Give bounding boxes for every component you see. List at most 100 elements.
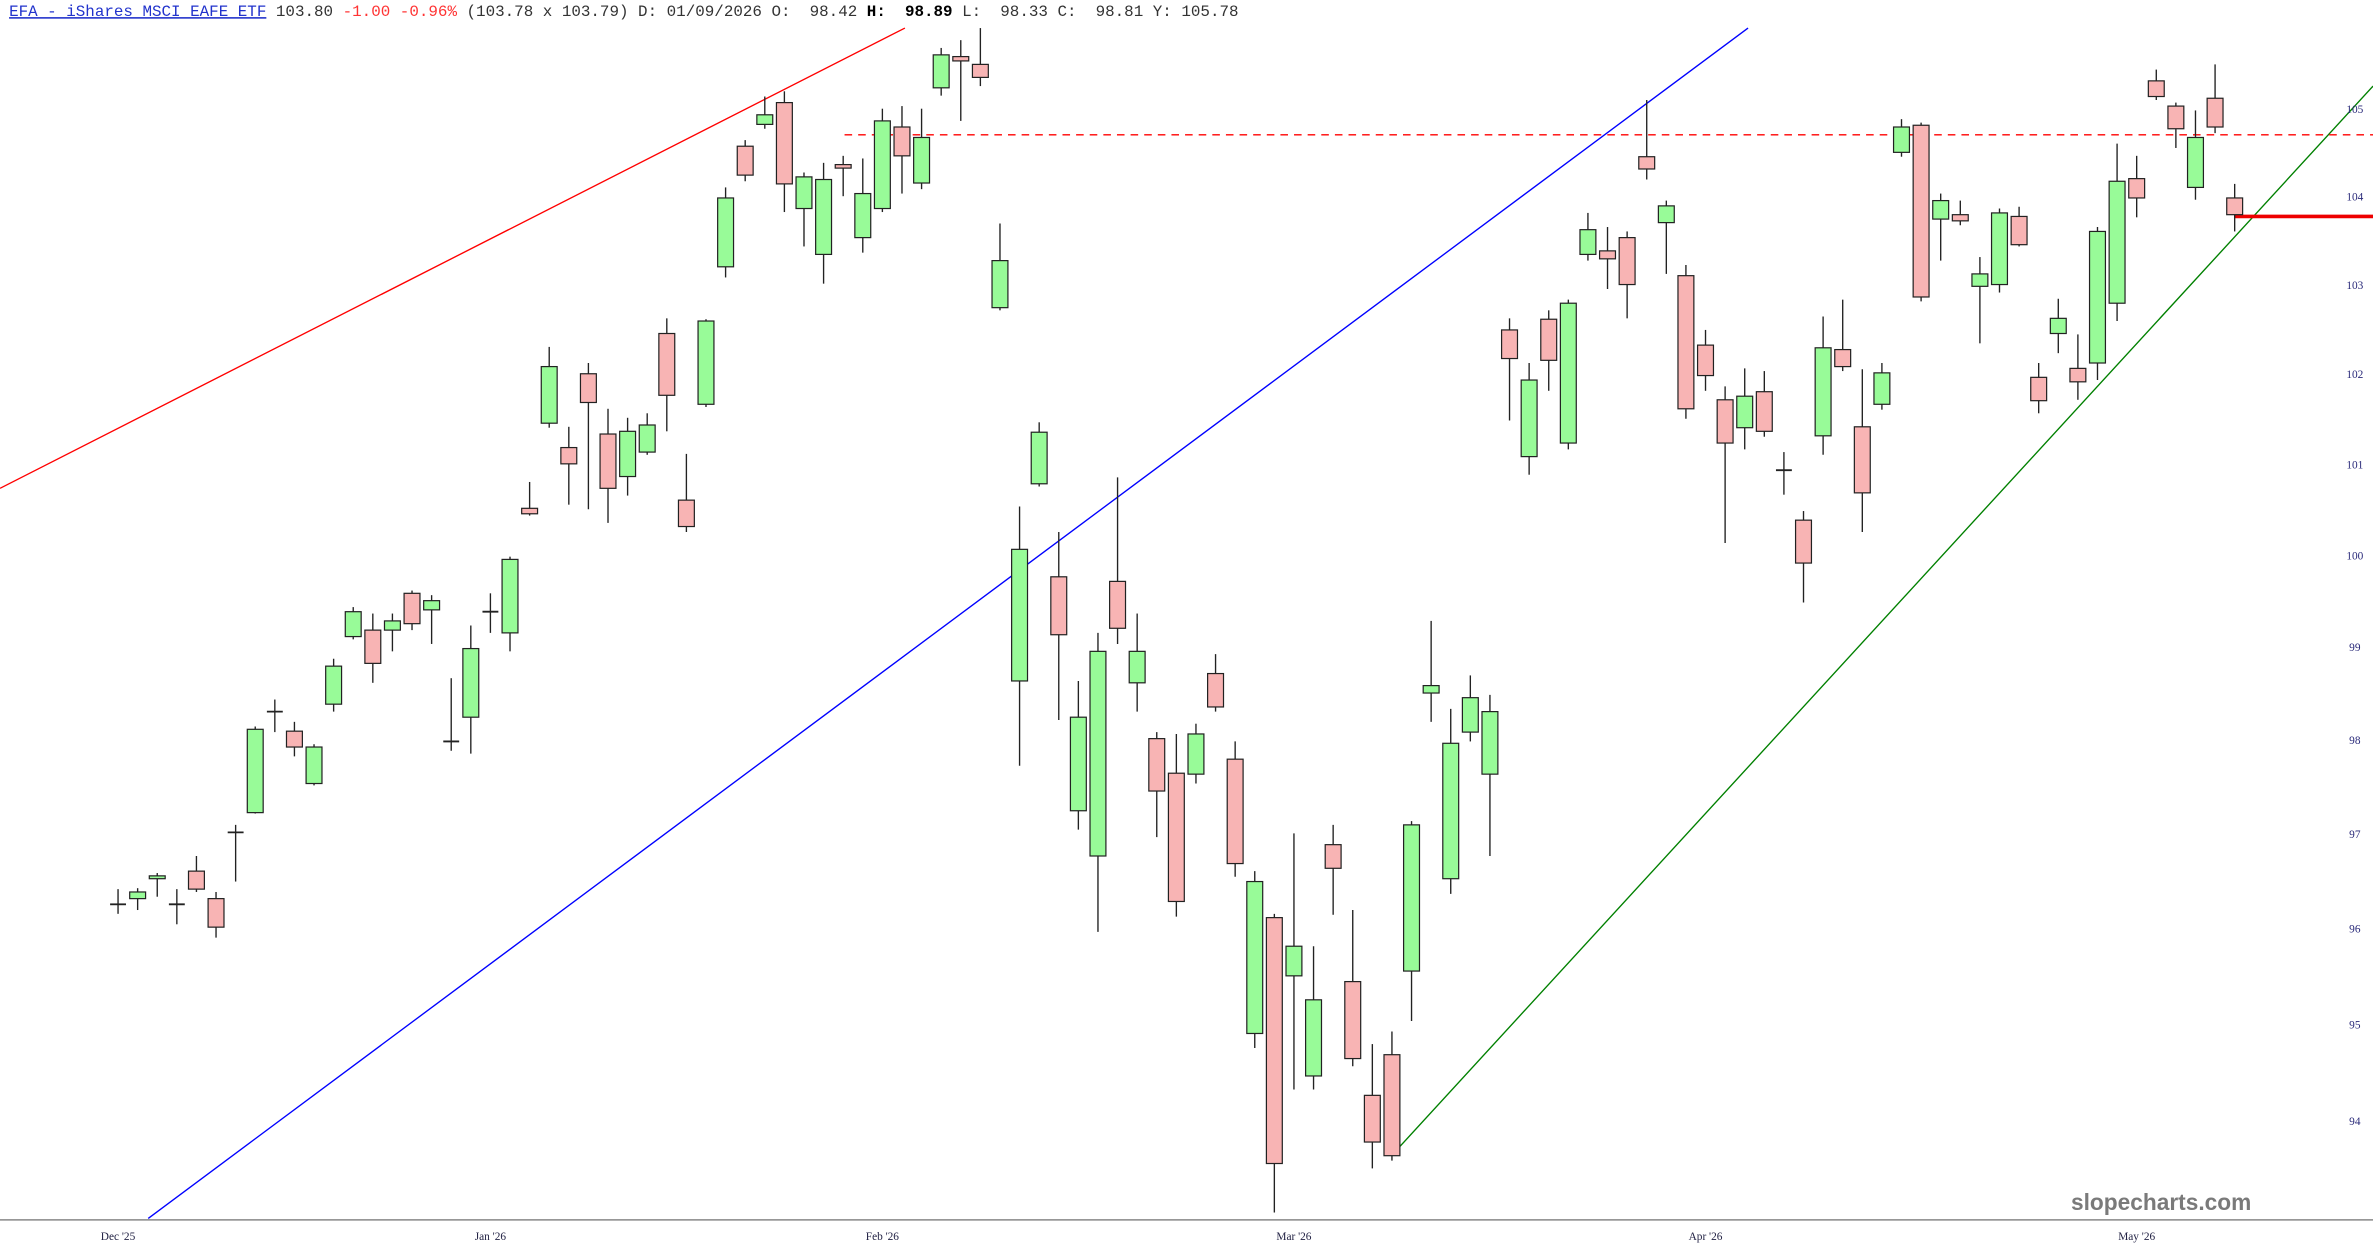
y-tick-label: 95 <box>2349 1019 2361 1031</box>
candle-body <box>207 898 225 928</box>
candle-body <box>540 365 558 424</box>
y-tick-label: 96 <box>2349 924 2361 936</box>
candle-body <box>2186 136 2205 189</box>
candle-body <box>2167 105 2185 130</box>
candle-body <box>1246 880 1264 1035</box>
candle-body <box>1481 711 1499 775</box>
candle-body <box>305 746 323 785</box>
candle-body <box>775 101 793 185</box>
candle-body <box>2147 80 2165 98</box>
candle-body <box>1834 348 1852 368</box>
candle-body <box>756 114 774 125</box>
candle-body <box>1285 945 1303 977</box>
candle-body <box>932 54 950 89</box>
candle-body <box>2128 178 2146 199</box>
candle-body <box>560 446 578 465</box>
candle-body <box>717 197 735 268</box>
candle-body <box>1030 431 1048 485</box>
candle-body <box>638 424 656 453</box>
candle-body <box>1265 917 1283 1165</box>
candle-body <box>1167 772 1185 903</box>
bid-ask: (103.78 x 103.79) <box>467 3 629 21</box>
candle-body <box>1892 126 1911 153</box>
candle-body <box>1657 205 1675 224</box>
candle-body <box>815 178 833 256</box>
candle-body <box>1089 650 1107 857</box>
candle-body <box>1011 548 1029 682</box>
candle-body <box>1128 650 1146 684</box>
candle-body <box>325 665 343 705</box>
y-tick-label: 102 <box>2346 369 2363 381</box>
last-price: 103.80 <box>276 3 333 21</box>
candle-body <box>403 592 421 625</box>
candle-body <box>991 260 1009 309</box>
change-pct: -0.96% <box>400 3 458 21</box>
candle-body <box>1559 302 1577 444</box>
change: -1.00 <box>343 3 391 21</box>
candle-body <box>697 320 715 405</box>
y-tick-label: 104 <box>2346 192 2363 204</box>
field-label: Y: <box>1153 3 1172 21</box>
candle-body <box>736 145 754 176</box>
y-tick-label: 97 <box>2349 829 2361 841</box>
candle-body <box>364 629 382 664</box>
candle-body <box>1422 684 1440 694</box>
candle-body <box>1873 372 1891 405</box>
symbol-link[interactable]: EFA - iShares MSCI EAFE ETF <box>9 3 266 21</box>
candle-body <box>1304 999 1323 1077</box>
candle-body <box>1402 824 1421 972</box>
candle-body <box>148 875 166 880</box>
candle-body <box>1383 1054 1401 1157</box>
candle-body <box>1461 697 1479 733</box>
candle-body <box>1618 237 1636 286</box>
candle-body <box>619 430 637 478</box>
candle-body <box>1677 275 1695 410</box>
field-value: 98.89 <box>905 3 953 21</box>
candle-body <box>1736 395 1754 429</box>
candle-body <box>658 332 676 396</box>
candle-body <box>501 558 519 634</box>
field-label: O: <box>771 3 790 21</box>
candle-body <box>2030 376 2048 402</box>
candle-body <box>913 136 931 184</box>
field-label: C: <box>1057 3 1076 21</box>
trendlines <box>0 27 2373 1219</box>
candle-body <box>579 373 597 404</box>
field-value: 105.78 <box>1181 3 1238 21</box>
candle-body <box>246 728 264 814</box>
candle-body <box>1442 742 1460 880</box>
x-tick-label: Jan '26 <box>475 1231 507 1243</box>
quote-header: EFA - iShares MSCI EAFE ETF 103.80 -1.00 -0… <box>9 3 1238 21</box>
candle-body <box>1755 391 1773 432</box>
candle-body <box>1971 273 1989 287</box>
candle-body <box>2069 367 2087 383</box>
candle-body <box>1540 318 1558 361</box>
candle-body <box>1696 344 1715 377</box>
candle-body <box>1598 250 1617 260</box>
x-tick-label: Dec '25 <box>101 1231 136 1243</box>
candle-body <box>521 507 539 515</box>
x-tick-label: Apr '26 <box>1689 1231 1723 1243</box>
candle-body <box>1148 738 1166 792</box>
candle-body <box>423 600 441 611</box>
x-tick-label: Mar '26 <box>1276 1231 1311 1243</box>
y-tick-label: 101 <box>2346 459 2363 471</box>
candle-body <box>893 126 911 157</box>
field-label: L: <box>962 3 981 21</box>
watermark: slopecharts.com <box>2071 1189 2251 1215</box>
y-tick-label: 105 <box>2346 104 2363 116</box>
x-tick-label: Feb '26 <box>866 1231 900 1243</box>
y-tick-label: 103 <box>2346 280 2363 292</box>
field-label: H: <box>867 3 886 21</box>
field-value: 98.81 <box>1096 3 1144 21</box>
candle-body <box>677 499 695 528</box>
y-tick-label: 98 <box>2349 735 2361 747</box>
candle-body <box>1069 716 1087 812</box>
candle-body <box>1344 980 1362 1060</box>
candle-body <box>1363 1094 1381 1143</box>
candle-body <box>1794 519 1813 564</box>
candle-body <box>1716 399 1734 444</box>
candle-body <box>383 620 401 631</box>
candle-body <box>1638 156 1656 170</box>
